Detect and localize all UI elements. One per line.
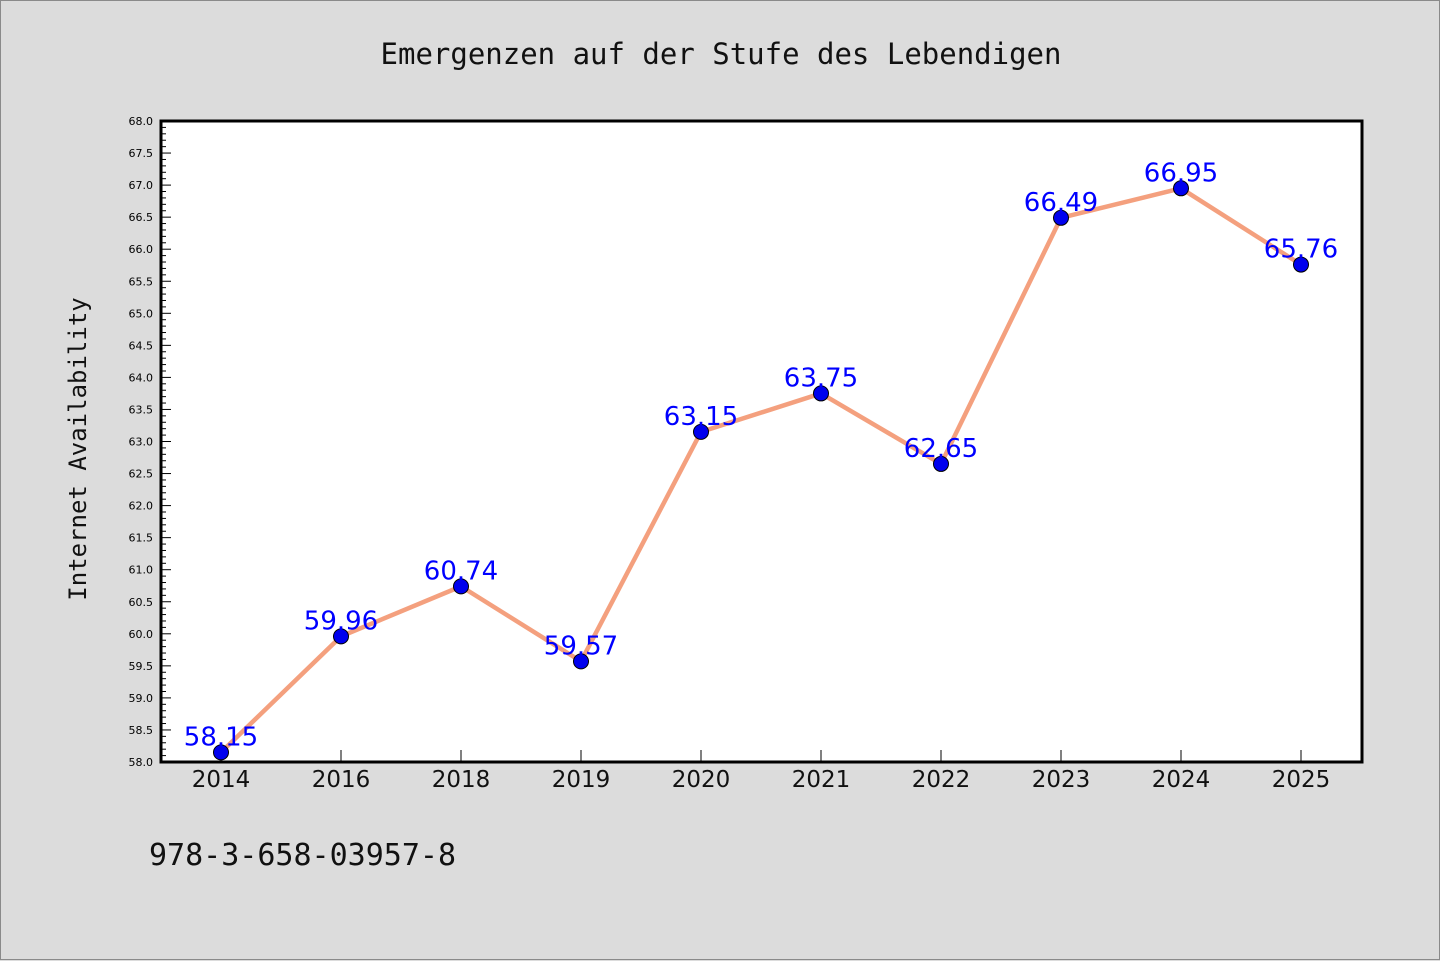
y-tick-label: 58.5 xyxy=(129,724,154,737)
data-label: 60.74 xyxy=(424,556,498,586)
data-label: 63.15 xyxy=(664,402,738,432)
markers-group xyxy=(213,180,1309,761)
y-tick-label: 58.0 xyxy=(129,756,154,769)
x-tick-label: 2014 xyxy=(192,767,251,793)
y-tick-label: 59.5 xyxy=(129,660,154,673)
y-tick-label: 62.5 xyxy=(129,468,154,481)
y-tick-label: 61.0 xyxy=(129,564,154,577)
chart-title: Emergenzen auf der Stufe des Lebendigen xyxy=(381,37,1062,71)
data-point xyxy=(333,628,349,645)
data-point xyxy=(1173,180,1189,197)
y-tick-label: 67.0 xyxy=(129,179,154,192)
data-label: 66.95 xyxy=(1144,158,1218,188)
data-labels-group: 58.15 59.96 60.74 59.57 63.15 63.75 62.65 66.49… xyxy=(184,158,1338,752)
data-point xyxy=(1053,209,1069,226)
data-point xyxy=(693,423,709,440)
x-tick-label: 2025 xyxy=(1272,767,1331,793)
y-tick-label: 68.0 xyxy=(129,115,154,128)
y-tick-label: 66.5 xyxy=(129,211,154,224)
data-point xyxy=(1293,256,1309,273)
y-tick-label: 67.5 xyxy=(129,147,154,160)
y-tick-label: 61.5 xyxy=(129,532,154,545)
y-tick-label: 64.0 xyxy=(129,371,154,384)
x-tick-label: 2024 xyxy=(1152,767,1211,793)
y-tick-label: 60.5 xyxy=(129,596,154,609)
footer-isbn: 978-3-658-03957-8 xyxy=(149,838,456,873)
data-point xyxy=(813,385,829,402)
data-label: 66.49 xyxy=(1024,188,1098,218)
y-tick-label: 65.0 xyxy=(129,307,154,320)
series-line xyxy=(218,186,1304,755)
y-axis: 58.0 58.5 59.0 59.5 60.0 60.5 61.0 61.5 62.0 62.5… xyxy=(129,115,171,769)
plot-area xyxy=(161,121,1362,762)
x-tick-label: 2020 xyxy=(672,767,731,793)
x-tick-label: 2016 xyxy=(312,767,371,793)
x-axis: 2014 2016 2018 2019 2020 2021 2022 2023 2024 2025 xyxy=(192,750,1331,793)
y-tick-label: 65.5 xyxy=(129,275,154,288)
data-point xyxy=(573,653,589,670)
x-tick-label: 2019 xyxy=(552,767,611,793)
data-point xyxy=(213,744,229,761)
y-tick-label: 62.0 xyxy=(129,500,154,513)
x-tick-label: 2021 xyxy=(792,767,851,793)
data-label: 58.15 xyxy=(184,722,258,752)
y-tick-label: 63.5 xyxy=(129,403,154,416)
y-tick-label: 64.5 xyxy=(129,339,154,352)
x-tick-label: 2023 xyxy=(1032,767,1091,793)
y-tick-label: 60.0 xyxy=(129,628,154,641)
y-tick-label: 66.0 xyxy=(129,243,154,256)
data-label: 65.76 xyxy=(1264,235,1338,265)
x-tick-label: 2018 xyxy=(432,767,491,793)
data-point xyxy=(453,578,469,595)
y-tick-label: 63.0 xyxy=(129,436,154,449)
y-axis-label: Internet Availability xyxy=(64,297,92,600)
data-label: 63.75 xyxy=(784,363,858,393)
data-label: 62.65 xyxy=(904,434,978,464)
x-tick-label: 2022 xyxy=(912,767,971,793)
y-tick-label: 59.0 xyxy=(129,692,154,705)
series-line-group xyxy=(218,186,1304,755)
data-label: 59.96 xyxy=(304,606,378,636)
plot-border xyxy=(159,119,1364,764)
data-label: 59.57 xyxy=(544,631,618,661)
data-point xyxy=(933,455,949,472)
